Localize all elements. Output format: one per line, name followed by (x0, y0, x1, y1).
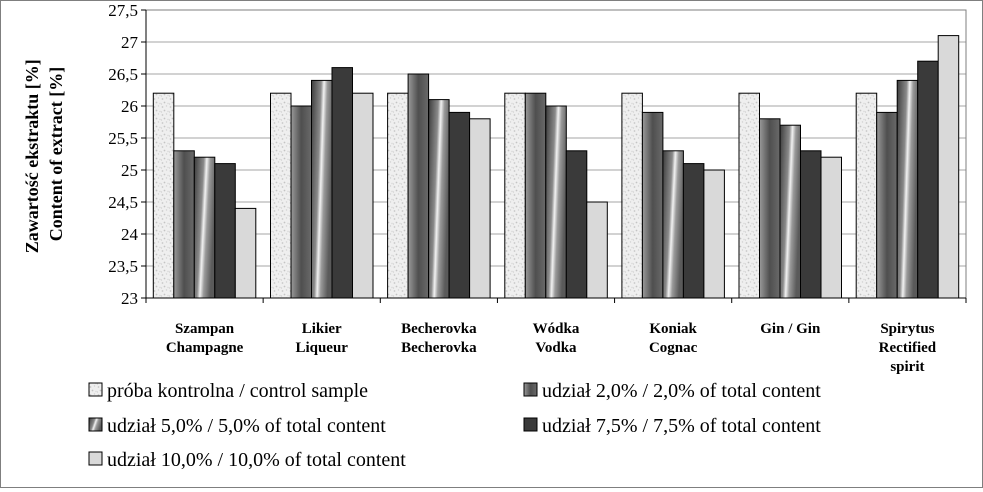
bar (545, 105, 567, 299)
bar (270, 92, 292, 299)
category-label-line: Becherovka (401, 340, 477, 356)
category-label-line: Spirytus (880, 321, 934, 337)
y-tick-label: 27 (121, 33, 139, 52)
legend-label: udział 5,0% / 5,0% of total content (107, 415, 386, 437)
category-label-line: Champagne (166, 340, 244, 356)
y-tick-label: 23 (121, 289, 138, 308)
bar (855, 92, 878, 299)
legend: próba kontrolna / control sample udział 2… (88, 380, 821, 471)
bar (586, 201, 608, 299)
y-axis-label: Zawartość ekstraktu [%] Content of extra… (22, 55, 66, 253)
y-tick-label: 24,5 (108, 193, 138, 212)
category-label-line: Szampan (175, 321, 235, 337)
bar (173, 150, 195, 299)
legend-swatch (88, 417, 103, 432)
category-label: Gin / Gin (760, 321, 821, 337)
category-label-line: Wódka (533, 321, 580, 337)
legend-label: udział 7,5% / 7,5% of total content (542, 415, 821, 437)
bar (448, 111, 471, 299)
y-tick-label: 27,5 (108, 1, 138, 20)
category-label-line: Rectified (879, 340, 937, 356)
category-label: Koniak Cognac (649, 321, 698, 356)
bar (703, 169, 725, 299)
bar (331, 67, 353, 299)
bar (759, 118, 781, 299)
bar (214, 163, 236, 299)
bars (152, 35, 960, 299)
bar (876, 111, 898, 299)
bar (193, 156, 216, 299)
bar (779, 124, 801, 299)
y-axis-label-line-2: Content of extract [%] (46, 67, 66, 241)
category-label-line: Cognac (649, 340, 698, 356)
category-label: Likier Liqueur (295, 321, 348, 356)
bar (682, 163, 705, 299)
bar (234, 207, 257, 299)
category-label-line: Likier (302, 321, 342, 337)
bar (504, 92, 526, 299)
bar (738, 92, 760, 299)
bar (800, 150, 822, 299)
category-label-line: Koniak (649, 321, 697, 337)
y-tick-label: 26 (121, 97, 138, 116)
bar (290, 105, 312, 299)
y-tick-label: 26,5 (108, 65, 138, 84)
axes (145, 9, 967, 303)
y-tick-label: 25 (121, 161, 138, 180)
bar (662, 150, 684, 299)
category-label-line: spirit (890, 359, 924, 375)
bar (428, 99, 450, 299)
category-label: Spirytus Rectified spirit (879, 321, 937, 375)
bar (407, 73, 430, 299)
legend-swatch (523, 382, 538, 397)
category-label-line: Gin / Gin (760, 321, 821, 337)
bar (469, 118, 491, 299)
y-tick-label: 23,5 (108, 257, 138, 276)
bar (917, 60, 939, 299)
y-tick-label: 24 (121, 225, 139, 244)
legend-swatch (88, 451, 103, 466)
y-axis-label-line-1: Zawartość ekstraktu [%] (22, 59, 42, 253)
bar (152, 92, 175, 299)
category-label-line: Liqueur (295, 340, 348, 356)
category-label: Szampan Champagne (166, 321, 244, 356)
y-tick-label: 25,5 (108, 129, 138, 148)
legend-swatch (88, 382, 103, 397)
category-label: Wódka Vodka (533, 321, 580, 356)
legend-swatch (523, 417, 538, 432)
bar (896, 79, 919, 299)
bar (641, 111, 664, 299)
bar (311, 79, 333, 299)
legend-label: udział 2,0% / 2,0% of total content (542, 380, 821, 402)
category-label-line: Vodka (535, 340, 577, 356)
bar (621, 92, 643, 299)
category-label: Becherovka Becherovka (401, 321, 477, 356)
bar (524, 92, 547, 299)
category-label-line: Becherovka (401, 321, 477, 337)
bar (387, 92, 409, 299)
y-tick-labels: 23 23,5 24 24,5 25 25,5 26 26,5 27 27,5 (108, 1, 146, 308)
bar (937, 35, 960, 299)
bar (820, 156, 842, 299)
bar (565, 150, 588, 299)
bar (352, 92, 374, 299)
legend-label: próba kontrolna / control sample (107, 380, 368, 402)
legend-label: udział 10,0% / 10,0% of total content (107, 449, 406, 471)
